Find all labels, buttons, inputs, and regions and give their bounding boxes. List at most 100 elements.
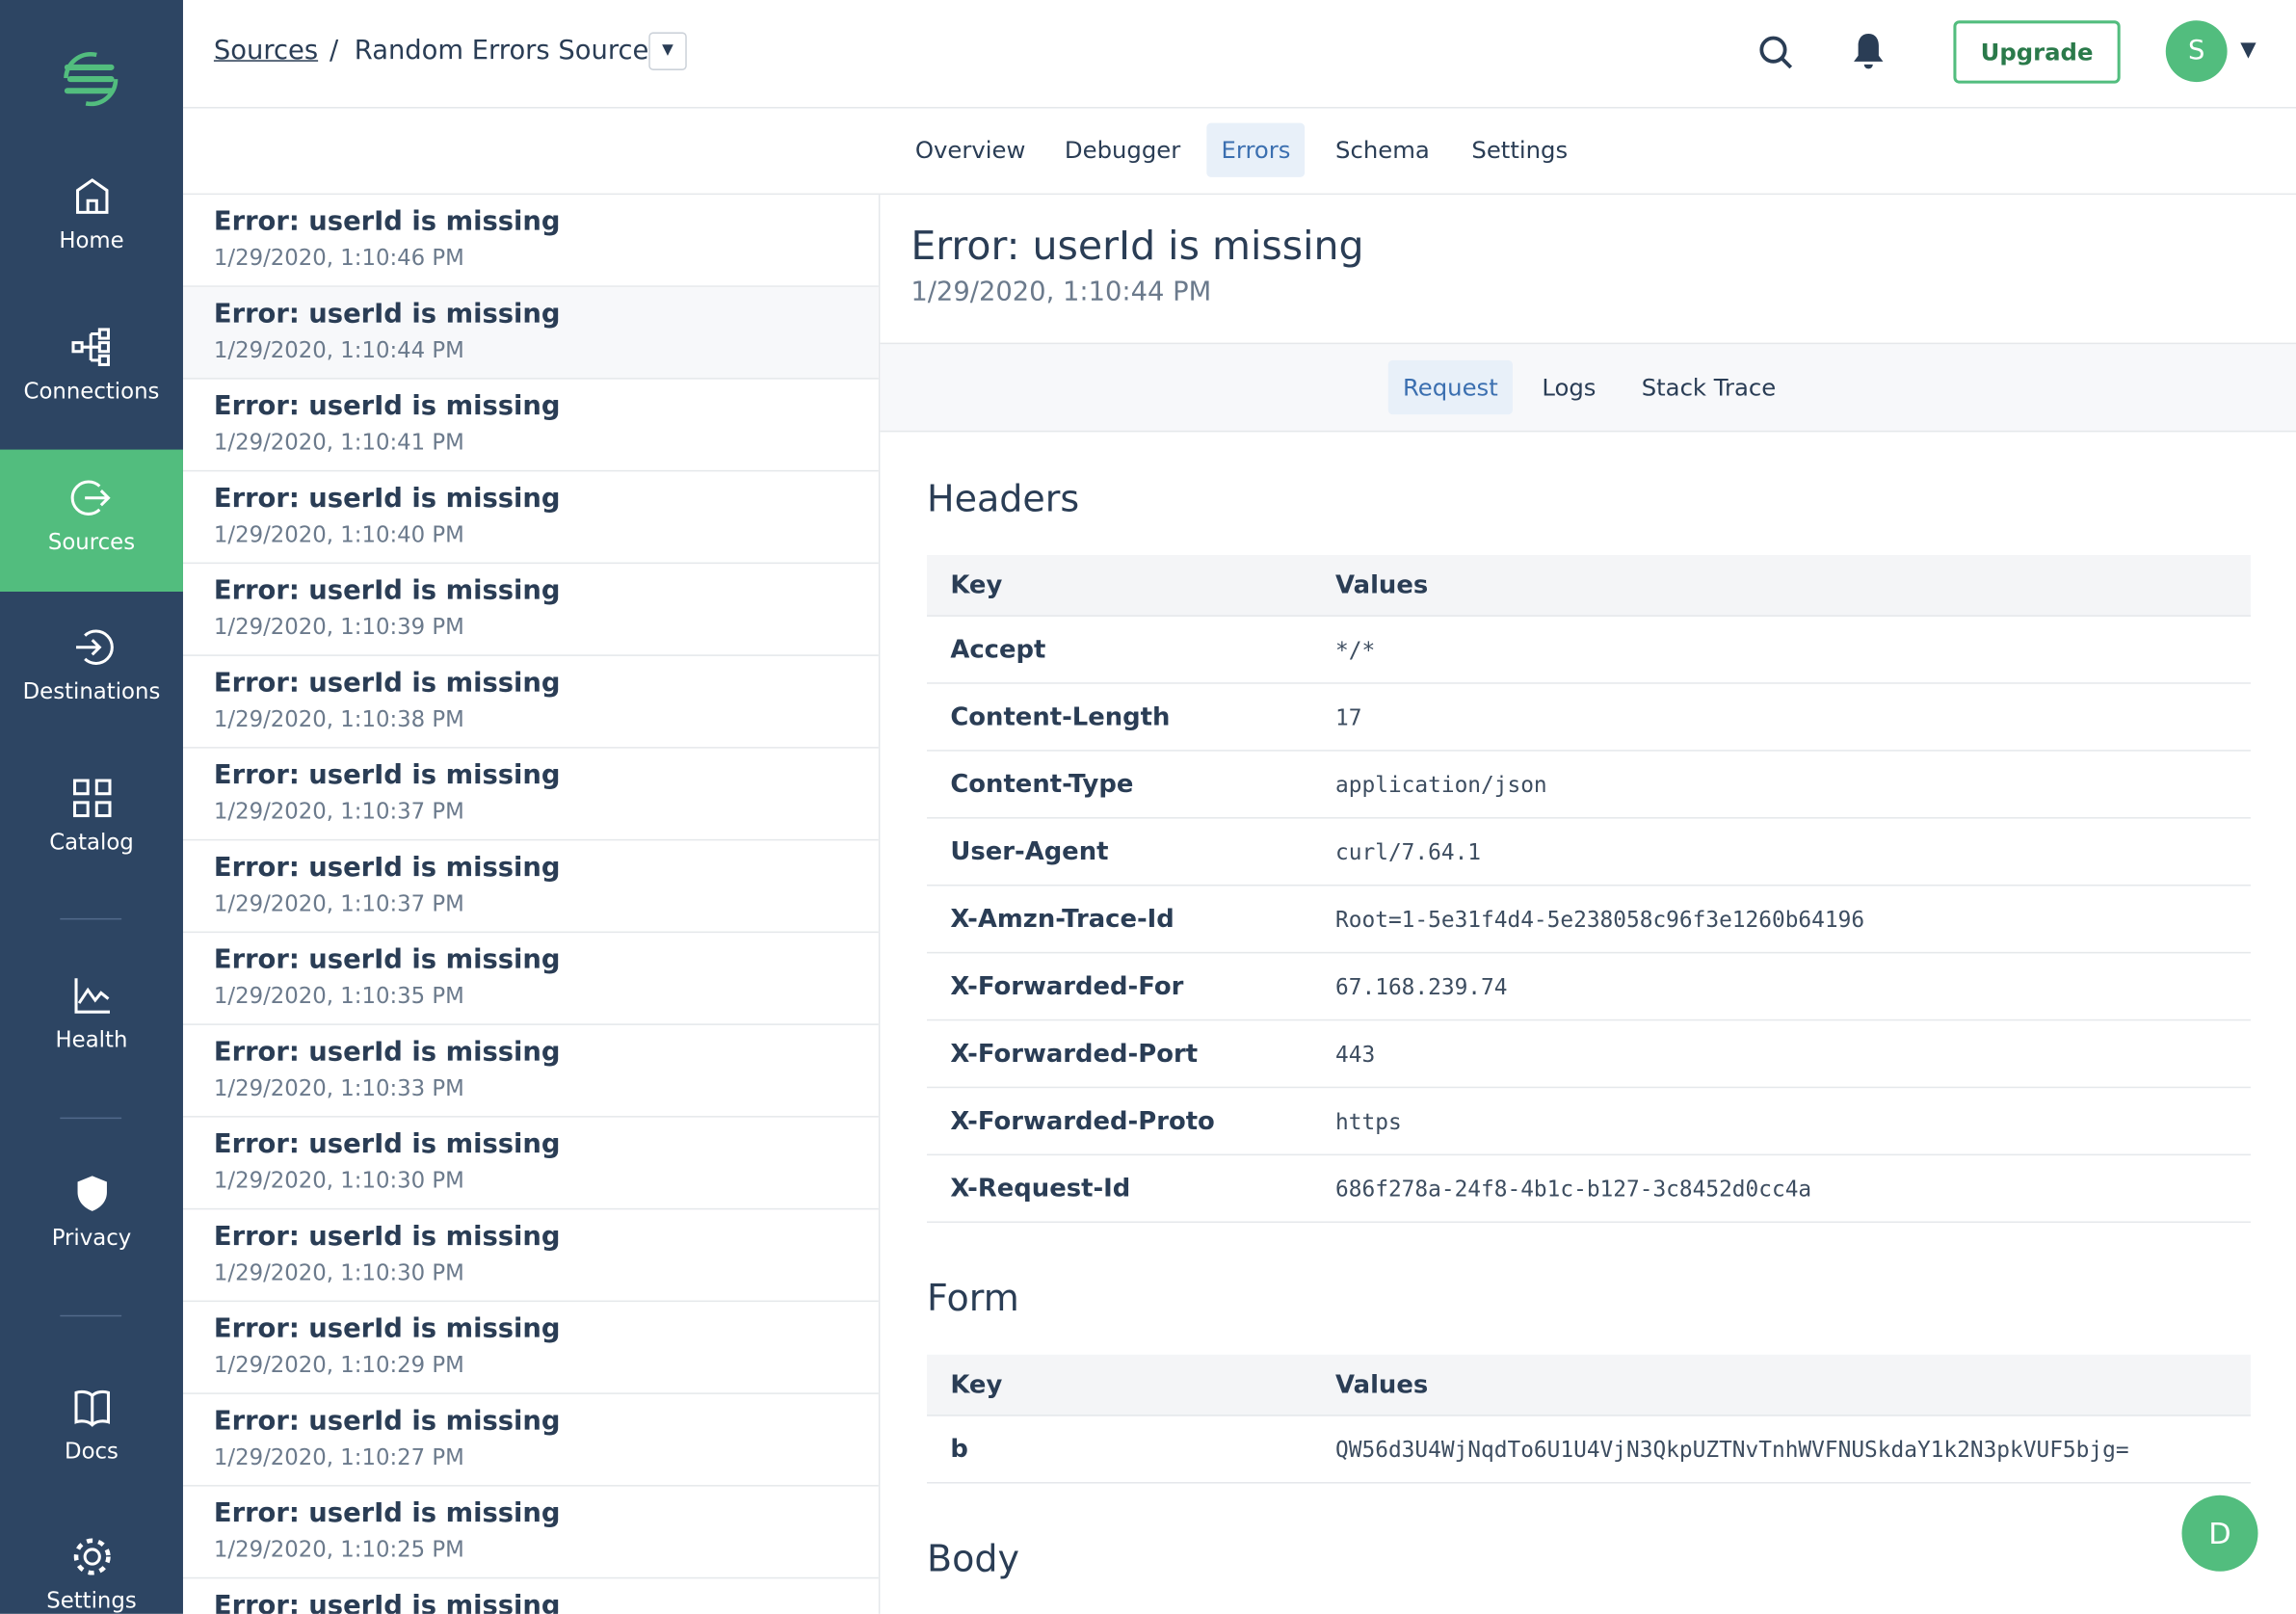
header-key: Accept	[950, 634, 1046, 665]
nav-label: Settings	[46, 1587, 137, 1614]
nav-item[interactable]: Sources	[0, 449, 183, 592]
error-title: Error: userId is missing	[213, 759, 561, 791]
error-row[interactable]: Error: userId is missing 1/29/2020, 1:10:…	[182, 286, 879, 380]
search-icon[interactable]	[1755, 32, 1797, 73]
tab[interactable]: Debugger	[1064, 136, 1181, 165]
header-value: curl/7.64.1	[1335, 838, 1482, 865]
nav-icon	[75, 178, 108, 214]
tab[interactable]: Schema	[1335, 136, 1430, 165]
table-row: X-Amzn-Trace-Id Root=1-5e31f4d4-5e238058c…	[927, 886, 2251, 954]
breadcrumb-link[interactable]: Sources	[213, 35, 319, 66]
nav-icon	[73, 978, 110, 1014]
table-row: Content-Length 17	[927, 684, 2251, 752]
top-bar: Sources / Random Errors Source ▼ Upgrade…	[182, 0, 2296, 109]
nav-item[interactable]: Connections	[0, 325, 183, 404]
nav-label: Health	[55, 1026, 128, 1053]
error-row[interactable]: Error: userId is missing 1/29/2020, 1:10:…	[182, 1118, 879, 1210]
headers-table: Key Values Accept */* Content-Length 17 Conten…	[927, 555, 2251, 1224]
subtab[interactable]: Request	[1387, 359, 1513, 415]
subtab[interactable]: Stack Trace	[1641, 373, 1777, 402]
table-row: Accept */*	[927, 617, 2251, 684]
error-row[interactable]: Error: userId is missing 1/29/2020, 1:10:…	[182, 656, 879, 749]
error-title: Error: userId is missing	[213, 1590, 561, 1614]
error-row[interactable]: Error: userId is missing 1/29/2020, 1:10:…	[182, 1302, 879, 1394]
error-time: 1/29/2020, 1:10:37 PM	[213, 798, 464, 825]
error-row[interactable]: Error: userId is missing 1/29/2020, 1:10:…	[182, 195, 879, 287]
nav-item[interactable]: Home	[0, 174, 183, 253]
error-row[interactable]: Error: userId is missing 1/29/2020, 1:10:…	[182, 1394, 879, 1487]
nav-icon	[69, 480, 110, 516]
error-time: 1/29/2020, 1:10:33 PM	[213, 1074, 464, 1101]
help-button[interactable]: D	[2181, 1495, 2258, 1572]
header-value: application/json	[1335, 771, 1547, 798]
column-header: Key	[950, 569, 1003, 600]
nav-item[interactable]: Settings	[0, 1535, 183, 1614]
error-row[interactable]: Error: userId is missing 1/29/2020, 1:10:…	[182, 749, 879, 841]
detail-time: 1/29/2020, 1:10:44 PM	[910, 277, 1212, 308]
breadcrumb-current: Random Errors Source	[354, 35, 649, 66]
error-title: Error: userId is missing	[213, 1497, 561, 1529]
error-title: Error: userId is missing	[213, 1128, 561, 1160]
error-title: Error: userId is missing	[213, 1037, 561, 1068]
avatar-caret[interactable]: ▼	[2240, 38, 2256, 62]
table-header: Key Values	[927, 555, 2251, 617]
header-key: Content-Type	[950, 769, 1134, 800]
error-title: Error: userId is missing	[213, 575, 561, 607]
error-row[interactable]: Error: userId is missing 1/29/2020, 1:10:…	[182, 1025, 879, 1118]
header-value: 443	[1335, 1040, 1376, 1068]
nav-separator	[60, 1314, 122, 1317]
source-dropdown[interactable]: ▼	[648, 32, 687, 70]
nav-label: Connections	[23, 378, 160, 405]
nav-item[interactable]: Health	[0, 974, 183, 1053]
header-value: 67.168.239.74	[1335, 972, 1508, 1000]
error-row[interactable]: Error: userId is missing 1/29/2020, 1:10:…	[182, 471, 879, 565]
tab[interactable]: Overview	[914, 136, 1026, 165]
table-row: b QW56d3U4WjNqdTo6U1U4VjN3QkpUZTNvTnhWVFN…	[927, 1416, 2251, 1484]
error-title: Error: userId is missing	[213, 852, 561, 884]
breadcrumb-sep: /	[329, 35, 339, 66]
error-row[interactable]: Error: userId is missing 1/29/2020, 1:10:…	[182, 1487, 879, 1579]
column-header: Values	[1335, 1369, 1429, 1400]
nav-separator	[60, 1117, 122, 1120]
header-key: X-Forwarded-Port	[950, 1039, 1199, 1069]
nav-icon	[70, 328, 110, 366]
nav-icon	[73, 1389, 110, 1427]
avatar[interactable]: S	[2165, 20, 2228, 83]
error-time: 1/29/2020, 1:10:25 PM	[213, 1536, 464, 1563]
nav-item[interactable]: Catalog	[0, 776, 183, 856]
header-value: https	[1335, 1107, 1402, 1135]
table-row: Content-Type application/json	[927, 752, 2251, 819]
table-row: X-Forwarded-For 67.168.239.74	[927, 953, 2251, 1021]
error-row[interactable]: Error: userId is missing 1/29/2020, 1:10:…	[182, 564, 879, 656]
header-value: */*	[1335, 636, 1376, 663]
header-key: User-Agent	[950, 836, 1109, 866]
nav-item[interactable]: Destinations	[0, 625, 183, 704]
tab[interactable]: Errors	[1206, 122, 1306, 177]
nav-icon	[72, 779, 111, 818]
section-title: Form	[927, 1277, 1019, 1320]
error-title: Error: userId is missing	[213, 390, 561, 422]
notifications-icon[interactable]	[1850, 31, 1888, 72]
error-row[interactable]: Error: userId is missing 1/29/2020, 1:10:…	[182, 380, 879, 472]
header-key: b	[950, 1434, 968, 1465]
error-title: Error: userId is missing	[213, 1313, 561, 1345]
nav-item[interactable]: Privacy	[0, 1172, 183, 1251]
header-key: X-Forwarded-For	[950, 971, 1184, 1001]
error-time: 1/29/2020, 1:10:37 PM	[213, 890, 464, 917]
error-time: 1/29/2020, 1:10:29 PM	[213, 1351, 464, 1379]
section-title: Headers	[927, 477, 1080, 520]
table-header: Key Values	[927, 1354, 2251, 1416]
error-row[interactable]: Error: userId is missing 1/29/2020, 1:10:…	[182, 933, 879, 1025]
nav-separator	[60, 917, 122, 920]
error-title: Error: userId is missing	[213, 483, 561, 515]
nav-item[interactable]: Docs	[0, 1386, 183, 1465]
error-row[interactable]: Error: userId is missing	[183, 1578, 879, 1614]
upgrade-button[interactable]: Upgrade	[1953, 20, 2121, 84]
subtab-bar: Request Logs Stack Trace	[880, 342, 2296, 433]
error-row[interactable]: Error: userId is missing 1/29/2020, 1:10:…	[182, 840, 879, 934]
subtab[interactable]: Logs	[1542, 373, 1597, 402]
error-title: Error: userId is missing	[213, 668, 561, 699]
tab[interactable]: Settings	[1471, 136, 1569, 165]
error-row[interactable]: Error: userId is missing 1/29/2020, 1:10:…	[182, 1209, 879, 1303]
header-value: Root=1-5e31f4d4-5e238058c96f3e1260b64196	[1335, 905, 1865, 933]
